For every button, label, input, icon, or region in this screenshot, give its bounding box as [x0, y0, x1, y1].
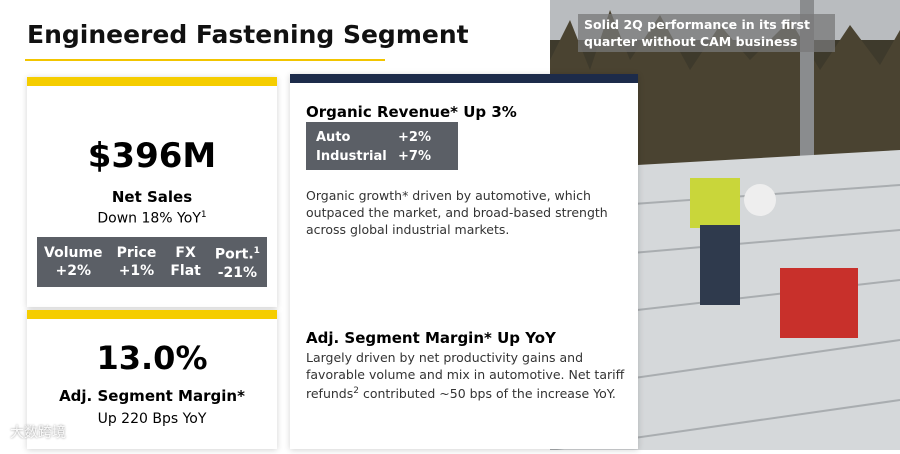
driver-name: Volume [44, 244, 103, 262]
detail-panel: Organic Revenue* Up 3% Auto +2% Industrial… [290, 74, 638, 449]
net-sales-card: $396M Net Sales Down 18% YoY1 Volume +2% P… [27, 77, 277, 307]
title: Engineered Fastening Segment [27, 20, 469, 49]
segment: Industrial [316, 149, 387, 164]
text: contributed ~50 bps of the increase YoY. [358, 386, 616, 402]
watermark: 大数跨境 [10, 425, 66, 441]
driver-column: Price +1% [117, 244, 157, 280]
segment: Auto [316, 130, 351, 145]
margin-title: Adj. Segment Margin* Up YoY [306, 329, 556, 347]
driver-value: +1% [118, 263, 155, 279]
text: Port. [214, 246, 254, 263]
margin-value: 13.0% [96, 339, 208, 377]
driver-value: -21% [217, 264, 258, 281]
organic-title: Organic Revenue* Up 3% [306, 103, 517, 121]
margin-change: Up 220 Bps YoY [97, 411, 207, 427]
driver-value: +2% [55, 263, 92, 279]
footnote: 1 [253, 246, 260, 257]
driver-name: FX [170, 244, 201, 262]
text: Volume [44, 245, 103, 261]
text: Price [116, 245, 157, 261]
text: Down 18% YoY [97, 210, 201, 227]
net-sales-change: Down 18% YoY1 [27, 210, 277, 227]
footnote: 1 [200, 210, 207, 220]
margin-card: 13.0% Adj. Segment Margin* Up 220 Bps Yo… [27, 310, 277, 449]
title-rule [25, 59, 385, 61]
photo-caption: Solid 2Q performance in its first quarte… [578, 14, 835, 52]
growth: +7% [398, 149, 431, 164]
margin-label: Adj. Segment Margin* [59, 387, 245, 405]
text: Largely driven by net productivity gains… [306, 350, 625, 402]
organic-text: Organic growth* driven by automotive, wh… [306, 188, 608, 237]
driver-value: Flat [170, 263, 201, 279]
driver-column: Port.1 -21% [215, 242, 260, 282]
growth: +2% [398, 130, 431, 145]
text: FX [175, 245, 196, 261]
driver-table: Volume +2% Price +1% FX Flat Port.1 -21% [37, 237, 267, 287]
net-sales-value: $396M [87, 136, 217, 176]
organic-table: Auto +2% Industrial +7% [306, 122, 458, 170]
driver-name: Price [117, 244, 157, 262]
driver-name: Port.1 [215, 242, 260, 264]
driver-column: Volume +2% [44, 244, 103, 280]
driver-column: FX Flat [170, 244, 201, 280]
footnote: 2 [353, 386, 359, 396]
net-sales-label: Net Sales [111, 188, 193, 206]
margin-text: Largely driven by net productivity gains… [306, 349, 626, 402]
organic-row: Industrial +7% [316, 147, 448, 166]
organic-row: Auto +2% [316, 128, 448, 147]
